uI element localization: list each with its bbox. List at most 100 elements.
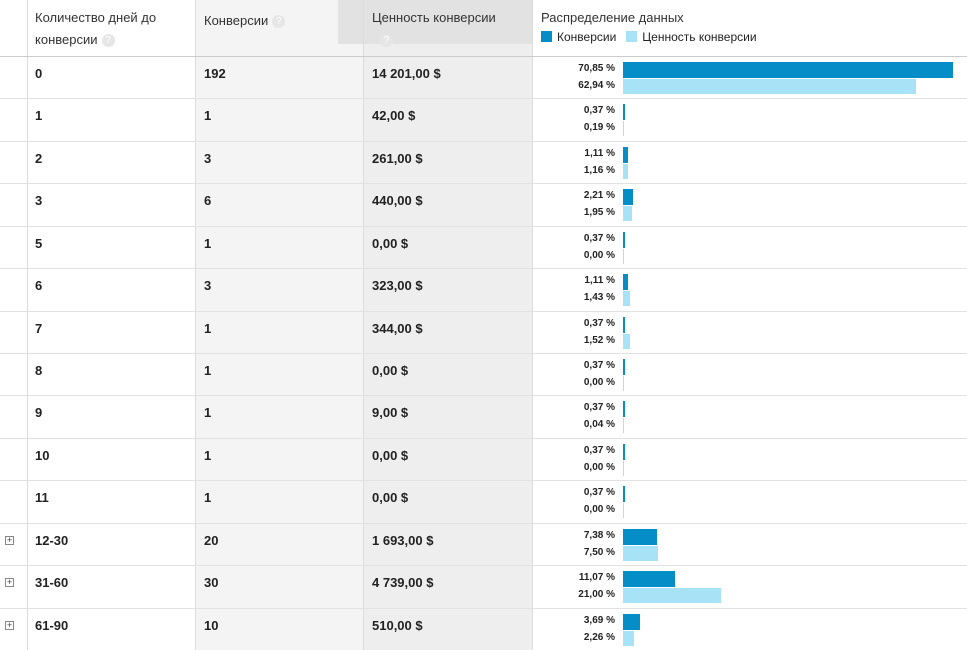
header-text: Конверсии	[204, 13, 269, 28]
value-share-label: 1,43 %	[583, 292, 615, 304]
help-icon[interactable]: ?	[272, 15, 286, 29]
conversions-cell: 30	[204, 575, 219, 591]
value-cell: 1 693,00 $	[372, 532, 434, 548]
conv-share-label: 0,37 %	[583, 317, 615, 329]
conv-share-bar	[623, 528, 658, 545]
days-cell: 9	[35, 405, 43, 421]
days-cell: 12-30	[35, 532, 69, 548]
row-divider	[0, 140, 967, 142]
conv-share-label: 0,37 %	[583, 232, 615, 244]
value-share-bar	[623, 79, 917, 94]
value-share-bar	[623, 248, 624, 264]
column-divider	[195, 0, 196, 650]
value-share-bar	[623, 503, 624, 519]
conv-share-bar	[623, 401, 625, 418]
legend-item: Ценность конверсии	[626, 30, 757, 44]
conv-share-bar	[623, 316, 625, 333]
column-divider	[532, 0, 533, 650]
days-cell: 0	[35, 66, 43, 81]
value-cell: 9,00 $	[372, 405, 409, 421]
days-cell: 31-60	[35, 575, 69, 591]
days-cell: 8	[35, 363, 43, 378]
value-share-label: 0,00 %	[583, 249, 615, 261]
conversions-cell: 20	[204, 532, 219, 548]
days-cell: 5	[35, 235, 43, 251]
row-divider	[0, 183, 967, 185]
value-share-label: 62,94 %	[578, 80, 615, 91]
col-bg	[195, 0, 363, 650]
legend-label: Ценность конверсии	[642, 30, 757, 44]
conv-share-label: 3,69 %	[583, 614, 615, 626]
value-share-bar	[623, 206, 633, 222]
expand-icon[interactable]: +	[5, 619, 14, 630]
value-cell: 42,00 $	[372, 108, 416, 124]
conv-share-bar	[623, 359, 625, 375]
days-cell: 3	[35, 193, 43, 209]
conv-share-bar	[623, 613, 641, 630]
value-share-label: 0,00 %	[583, 504, 615, 516]
conv-share-label: 11,07 %	[578, 572, 615, 584]
days-cell: 10	[35, 447, 50, 463]
legend: Конверсии Ценность конверсии	[541, 30, 767, 44]
value-cell: 14 201,00 $	[372, 66, 441, 81]
value-cell: 440,00 $	[372, 193, 423, 209]
value-share-label: 0,00 %	[583, 461, 615, 473]
days-cell: 61-90	[35, 617, 69, 633]
value-share-bar	[623, 460, 624, 476]
days-cell: 1	[35, 108, 43, 124]
help-icon[interactable]: ?	[380, 34, 393, 48]
header-text: Ценность конверсии	[372, 10, 496, 25]
conv-share-bar	[623, 274, 629, 291]
help-icon[interactable]: ?	[101, 34, 115, 48]
conv-share-label: 2,21 %	[583, 190, 615, 202]
days-cell: 11	[35, 490, 49, 506]
conversions-cell: 1	[204, 447, 212, 463]
conv-share-bar	[623, 146, 629, 163]
expand-icon[interactable]: +	[5, 534, 14, 545]
row-divider	[0, 565, 967, 567]
days-cell: 2	[35, 150, 43, 166]
value-share-bar	[623, 121, 624, 137]
row-divider	[0, 437, 967, 439]
row-divider	[0, 607, 967, 609]
value-cell: 0,00 $	[372, 235, 409, 251]
value-cell: 0,00 $	[372, 363, 409, 378]
header-cell[interactable]: Конверсии?	[204, 10, 359, 32]
expand-icon[interactable]: +	[5, 577, 14, 588]
legend-swatch	[541, 31, 552, 42]
header-text: Распределение данных	[541, 10, 684, 25]
value-share-bar	[623, 163, 629, 179]
value-cell: 510,00 $	[372, 617, 423, 633]
conv-share-label: 1,11 %	[584, 275, 615, 287]
value-share-bar	[623, 630, 634, 646]
value-cell: 344,00 $	[372, 320, 423, 336]
conv-share-bar	[623, 486, 625, 503]
value-share-bar	[623, 376, 624, 391]
days-cell: 7	[35, 320, 43, 336]
header-overlay	[338, 0, 532, 44]
legend-swatch	[626, 31, 638, 42]
conv-share-bar	[623, 104, 625, 121]
conv-share-bar	[623, 571, 675, 588]
value-share-bar	[623, 333, 631, 349]
value-cell: 4 739,00 $	[372, 575, 434, 591]
value-share-label: 2,26 %	[583, 631, 615, 643]
value-share-label: 1,95 %	[583, 207, 615, 219]
value-share-label: 7,50 %	[583, 546, 615, 558]
legend-item: Конверсии	[541, 30, 616, 44]
conv-share-label: 0,37 %	[583, 487, 615, 499]
row-divider	[0, 98, 967, 100]
header-cell[interactable]: Количество дней до конверсии?	[35, 7, 190, 51]
column-divider	[363, 0, 364, 650]
conv-share-label: 0,37 %	[583, 402, 615, 414]
header-cell[interactable]: Ценность конверсии?	[372, 7, 530, 51]
conversions-cell: 6	[204, 193, 212, 209]
col-bg	[363, 0, 532, 650]
value-cell: 0,00 $	[372, 447, 409, 463]
value-share-label: 0,04 %	[583, 419, 615, 431]
row-divider	[0, 268, 967, 270]
row-divider	[0, 480, 967, 482]
conversions-cell: 1	[204, 235, 212, 251]
conv-share-bar	[623, 443, 625, 460]
